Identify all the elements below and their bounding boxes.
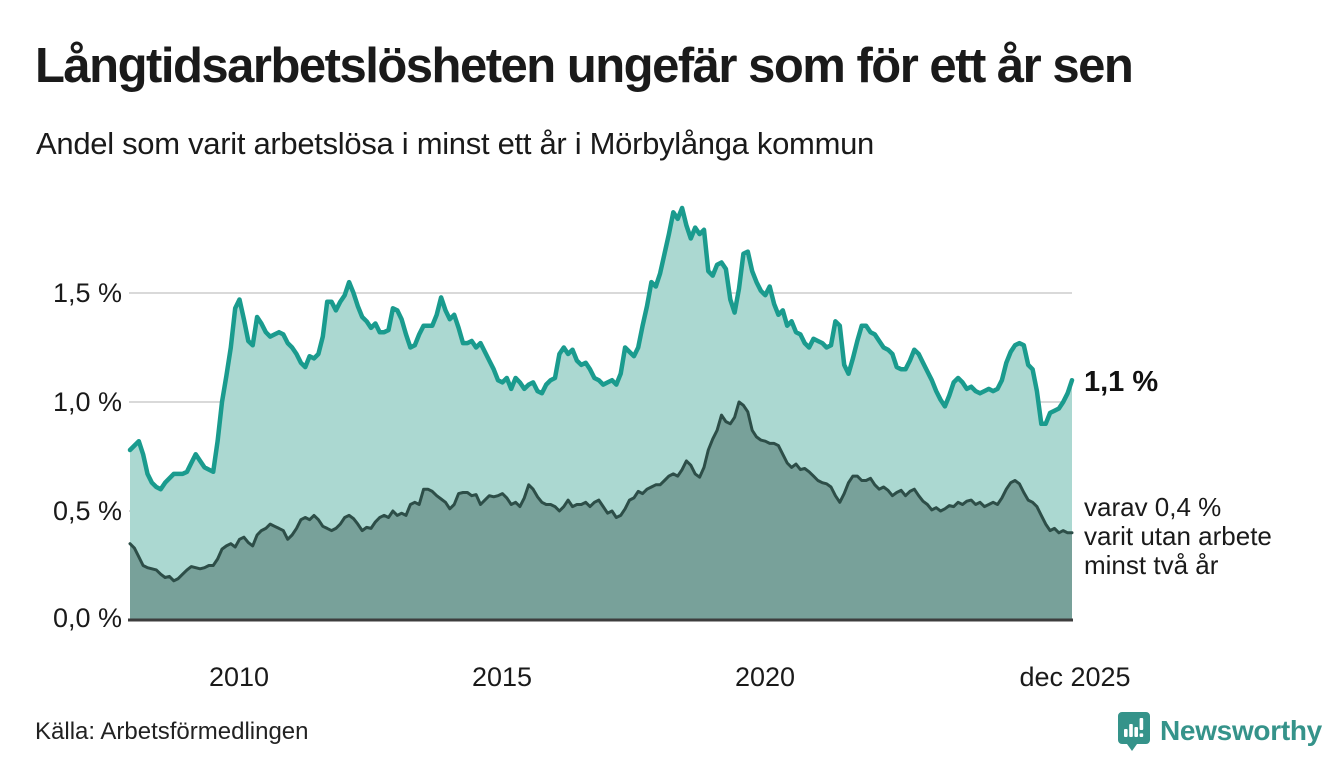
newsworthy-logo: Newsworthy (1117, 710, 1322, 752)
y-axis-label-0-5: 0,5 % (52, 496, 122, 526)
x-axis-label-2010: 2010 (208, 662, 270, 692)
y-axis-label-1-5: 1,5 % (52, 278, 122, 308)
latest-value-label: 1,1 % (1084, 366, 1159, 398)
secondary-value-line1: varav 0,4 % (1084, 492, 1222, 522)
newsworthy-logo-icon (1118, 711, 1150, 751)
newsworthy-wordmark: Newsworthy (1160, 715, 1322, 746)
chart-subtitle: Andel som varit arbetslösa i minst ett å… (36, 126, 874, 161)
source-note: Källa: Arbetsförmedlingen (35, 718, 309, 745)
secondary-value-label: varav 0,4 % varit utan arbete minst två … (1084, 493, 1272, 580)
secondary-value-line2: varit utan arbete (1084, 521, 1272, 551)
y-axis-label-1-0: 1,0 % (52, 387, 122, 417)
x-axis-label-2015: 2015 (471, 662, 533, 692)
page-title: Långtidsarbetslösheten ungefär som för e… (35, 39, 1134, 93)
secondary-value-line3: minst två år (1084, 550, 1219, 580)
x-axis-label-dec-2025: dec 2025 (1019, 662, 1131, 692)
x-axis-label-2020: 2020 (734, 662, 796, 692)
y-axis-label-0-0: 0,0 % (52, 603, 122, 633)
